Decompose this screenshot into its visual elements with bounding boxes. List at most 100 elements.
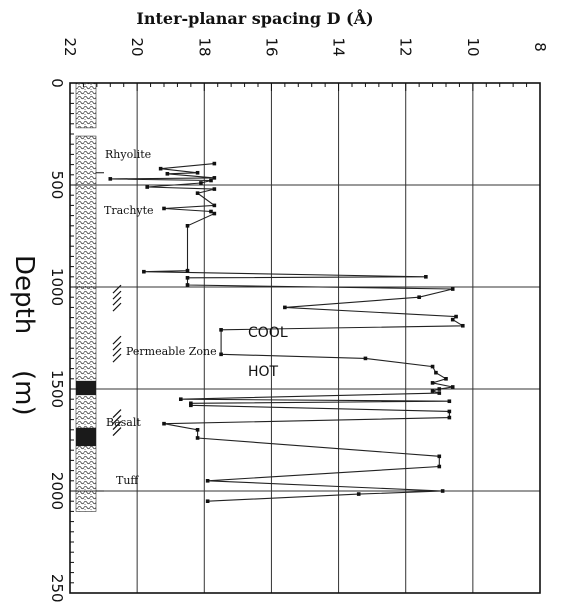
data-point xyxy=(212,211,217,216)
fracture-mark xyxy=(112,296,122,306)
cool-label: COOL xyxy=(248,325,288,341)
data-point xyxy=(460,323,465,328)
y-tick-label: 500 xyxy=(48,171,66,200)
lithology-strip xyxy=(75,82,97,129)
hot-label: HOT xyxy=(248,364,279,380)
data-point xyxy=(178,397,183,401)
data-point xyxy=(195,436,200,440)
y-axis-label: Depth (m) xyxy=(9,255,39,416)
data-point xyxy=(447,409,452,414)
data-point xyxy=(185,283,190,287)
fracture-mark xyxy=(112,284,122,294)
grid-lines xyxy=(70,83,540,593)
series-points xyxy=(108,161,465,503)
y-tick-label: 1500 xyxy=(48,370,66,408)
data-point xyxy=(185,276,190,280)
data-point xyxy=(454,314,458,319)
data-point xyxy=(363,356,368,361)
data-point xyxy=(162,421,166,426)
data-point xyxy=(356,492,361,496)
y-axis-label-depth: Depth xyxy=(9,255,39,334)
data-point xyxy=(195,428,200,432)
fracture-mark xyxy=(112,302,122,312)
fracture-mark xyxy=(112,421,122,430)
x-tick-label: 10 xyxy=(464,37,482,56)
data-point xyxy=(212,161,217,166)
annotations: Rhyolite Trachyte Permeable Zone Basalt Tuff… xyxy=(96,148,288,492)
data-point xyxy=(437,454,442,459)
y-tick-label: 2000 xyxy=(48,472,66,510)
data-point xyxy=(209,209,213,214)
x-tick-label: 8 xyxy=(531,42,549,52)
chart-title: Inter-planar spacing D (Å) xyxy=(136,7,373,28)
fracture-mark xyxy=(112,347,122,357)
data-point xyxy=(189,403,193,408)
x-tick-label: 20 xyxy=(128,37,146,56)
fracture-mark xyxy=(112,353,122,363)
lithology-strip xyxy=(75,135,97,512)
data-point xyxy=(437,387,442,391)
data-point xyxy=(450,287,455,291)
fracture-mark xyxy=(112,427,122,436)
data-point xyxy=(417,295,421,299)
data-point xyxy=(212,176,217,180)
plot-frame xyxy=(69,82,541,594)
fracture-mark xyxy=(112,290,122,300)
fracture-mark xyxy=(112,409,122,418)
data-point xyxy=(165,171,170,176)
data-point xyxy=(189,401,193,406)
data-point xyxy=(219,352,223,357)
data-point xyxy=(450,317,455,322)
data-point xyxy=(145,185,150,189)
y-tick-label: 1000 xyxy=(48,268,66,306)
data-point xyxy=(437,464,442,469)
data-point xyxy=(444,377,448,381)
data-point xyxy=(430,381,435,385)
x-tick-label: 22 xyxy=(61,37,79,56)
fracture-mark xyxy=(112,415,122,424)
data-point xyxy=(219,328,223,332)
data-point xyxy=(195,191,200,195)
data-point xyxy=(205,479,210,483)
x-tick-label: 18 xyxy=(195,37,213,56)
data-point xyxy=(283,305,287,310)
data-point xyxy=(447,415,452,420)
data-point xyxy=(212,187,217,191)
permeable-zone-label: Permeable Zone xyxy=(126,345,217,358)
data-point xyxy=(434,370,438,375)
basalt-label: Basalt xyxy=(106,416,141,429)
data-point xyxy=(437,391,442,395)
rhyolite-label: Rhyolite xyxy=(105,148,151,161)
data-point xyxy=(440,489,445,493)
data-point xyxy=(447,399,452,404)
tuff-label: Tuff xyxy=(116,474,139,487)
data-point xyxy=(158,166,163,171)
fracture-mark xyxy=(112,341,122,351)
y-tick-labels: 0 500 1000 1500 2000 2500 xyxy=(48,78,66,603)
data-point xyxy=(185,268,190,273)
x-tick-labels: 22 20 18 16 14 12 10 8 xyxy=(61,37,549,56)
data-point xyxy=(199,181,203,185)
x-tick-label: 14 xyxy=(330,37,348,56)
data-point xyxy=(142,269,146,274)
data-point xyxy=(450,385,455,389)
data-point xyxy=(430,389,435,393)
y-axis-label-unit: (m) xyxy=(9,370,39,416)
data-point xyxy=(162,206,166,211)
x-tick-label: 16 xyxy=(262,37,280,56)
data-point xyxy=(108,177,113,181)
data-point xyxy=(209,178,213,183)
y-tick-label: 2500 xyxy=(48,574,66,603)
data-point xyxy=(185,224,190,228)
data-point xyxy=(212,203,217,208)
data-point xyxy=(424,275,428,279)
data-point xyxy=(205,499,210,503)
data-point xyxy=(195,170,200,175)
y-tick-label: 0 xyxy=(48,78,66,88)
data-point xyxy=(430,364,435,369)
lithology-dark-band xyxy=(76,427,96,447)
x-tick-label: 12 xyxy=(397,37,415,56)
lithology-dark-band xyxy=(76,380,96,396)
trachyte-label: Trachyte xyxy=(104,204,154,217)
